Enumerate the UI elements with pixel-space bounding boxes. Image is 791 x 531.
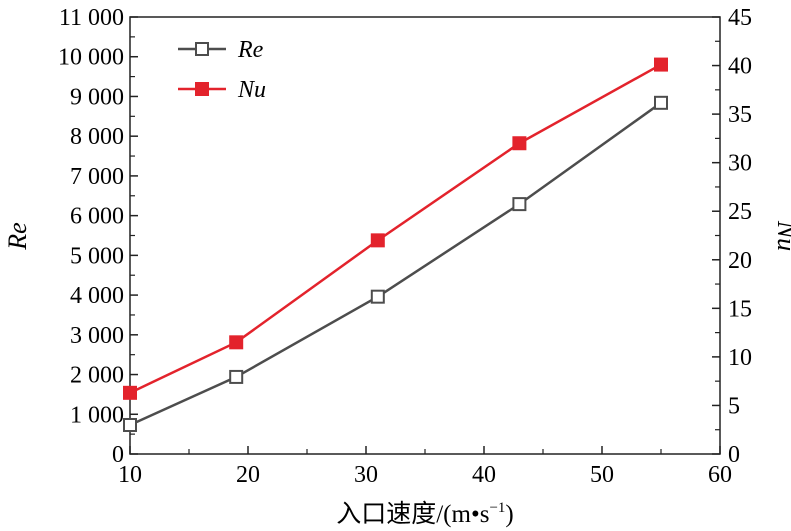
plot-frame [129, 16, 721, 455]
y-right-tick-label: 5 [728, 393, 740, 419]
x-tick-label: 60 [708, 462, 732, 488]
y-left-tick-label: 6 000 [70, 204, 124, 230]
data-point-nu [229, 335, 244, 350]
data-point-re [654, 95, 668, 110]
x-tick-label: 20 [236, 462, 260, 488]
y-left-tick-label: 11 000 [59, 5, 124, 31]
y-axis-right-label: Nu [772, 220, 791, 251]
x-tick-label: 40 [472, 462, 496, 488]
series-line-nu [129, 63, 662, 394]
data-point-nu [512, 136, 527, 151]
data-point-re [370, 289, 385, 304]
legend-label-re: Re [237, 37, 264, 63]
y-left-tick-label: 1 000 [70, 402, 124, 428]
data-point-nu [370, 233, 385, 248]
y-right-tick-label: 35 [728, 102, 752, 128]
y-axis-left-label: Re [3, 222, 32, 250]
x-tick-label: 50 [590, 462, 614, 488]
y-right-tick-label: 40 [728, 54, 752, 80]
y-left-tick-label: 5 000 [70, 243, 124, 269]
x-tick-label: 10 [118, 462, 142, 488]
y-left-tick-label: 9 000 [70, 84, 124, 110]
data-point-re [512, 197, 527, 212]
y-right-tick-label: 30 [728, 151, 752, 177]
legend-marker-nu [195, 82, 209, 96]
x-axis-label: 入口速度/(m•s−1) [336, 500, 514, 528]
y-left-tick-label: 4 000 [70, 283, 124, 309]
legend-label-nu: Nu [237, 77, 266, 103]
data-point-nu [123, 385, 137, 400]
series-line-re [129, 101, 662, 427]
y-right-tick-label: 25 [728, 199, 752, 225]
y-left-tick-label: 2 000 [70, 363, 124, 389]
data-point-re [123, 417, 137, 432]
y-right-tick-label: 15 [728, 296, 752, 322]
y-right-tick-label: 45 [728, 5, 752, 31]
y-left-tick-label: 0 [112, 442, 124, 468]
y-left-tick-label: 3 000 [70, 323, 124, 349]
y-right-tick-label: 0 [728, 442, 740, 468]
data-point-re [229, 369, 244, 384]
y-right-tick-label: 10 [728, 345, 752, 371]
data-point-nu [654, 57, 668, 72]
y-right-tick-label: 20 [728, 248, 752, 274]
y-left-tick-label: 7 000 [70, 164, 124, 190]
legend-marker-re [195, 42, 209, 56]
x-tick-label: 30 [354, 462, 378, 488]
y-left-tick-label: 10 000 [58, 45, 124, 71]
y-left-tick-label: 8 000 [70, 124, 124, 150]
